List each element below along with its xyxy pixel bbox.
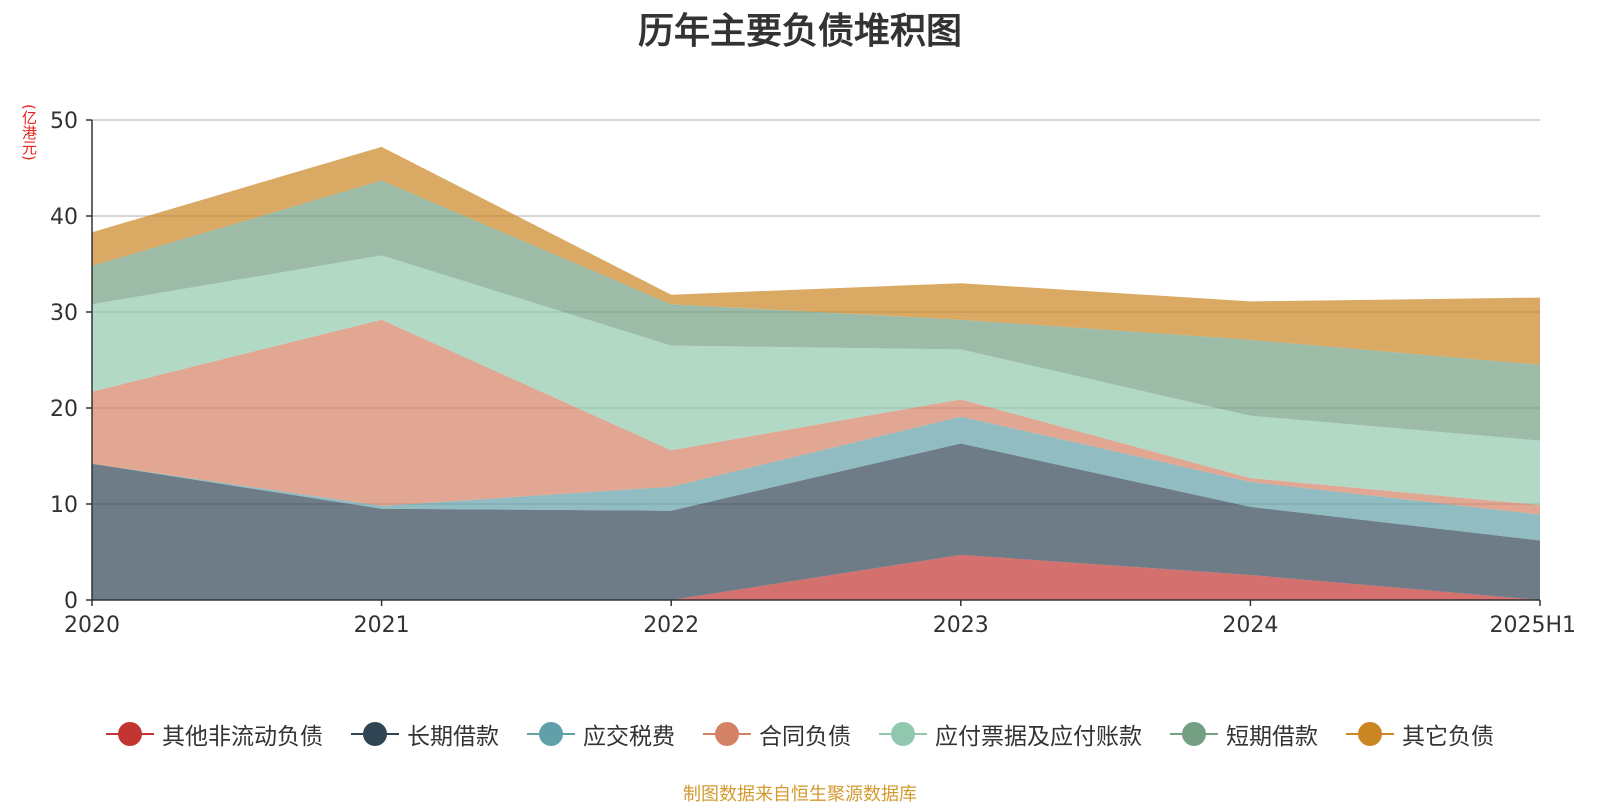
y-tick-label: 10 [50,493,78,518]
legend-label: 其它负债 [1402,724,1494,750]
legend-item[interactable]: 长期借款 [351,717,499,751]
chart-title: 历年主要负债堆积图 [637,11,962,52]
legend-label: 应交税费 [583,724,675,750]
legend-item[interactable]: 短期借款 [1170,717,1318,751]
legend-label: 其他非流动负债 [162,724,323,750]
area-6[interactable] [92,146,1540,365]
y-tick-label: 20 [50,397,78,422]
area-4[interactable] [92,255,1540,505]
legend-marker-icon [106,722,154,746]
y-axis-unit-label: (亿港元) [20,104,38,161]
y-tick-label: 30 [50,301,78,326]
x-tick-label: 2025H1 [1489,613,1576,638]
legend-marker-icon [351,722,399,746]
legend-label: 短期借款 [1226,724,1318,750]
legend-item[interactable]: 其它负债 [1346,717,1494,751]
legend-marker-icon [1170,722,1218,746]
source-note: 制图数据来自恒生聚源数据库 [683,784,917,805]
x-tick-label: 2021 [354,613,410,638]
x-tick-label: 2023 [933,613,989,638]
legend-marker-icon [703,722,751,746]
legend-item[interactable]: 合同负债 [703,717,851,751]
area-1[interactable] [92,443,1540,601]
area-series [92,146,1540,601]
legend-marker-icon [879,722,927,746]
area-3[interactable] [92,319,1540,515]
legend-label: 应付票据及应付账款 [935,724,1142,750]
x-tick-label: 2024 [1222,613,1278,638]
legend: 其他非流动负债 长期借款 应交税费 合同负债 应付票据及应付账款 短期借款 其它负债 [0,717,1600,751]
x-tick-label: 2020 [64,613,120,638]
legend-label: 合同负债 [759,724,851,750]
legend-marker-icon [527,722,575,746]
y-tick-label: 40 [50,205,78,230]
legend-item[interactable]: 应交税费 [527,717,675,751]
y-tick-label: 0 [64,589,78,614]
legend-marker-icon [1346,722,1394,746]
x-tick-label: 2022 [643,613,699,638]
area-5[interactable] [92,180,1540,441]
axes: 0 10 20 30 40 50 2020 2021 2022 2023 2024 2025H1 [50,109,1576,638]
y-tick-label: 50 [50,109,78,134]
legend-label: 长期借款 [407,724,499,750]
legend-item[interactable]: 应付票据及应付账款 [879,717,1142,751]
legend-item[interactable]: 其他非流动负债 [106,717,323,751]
